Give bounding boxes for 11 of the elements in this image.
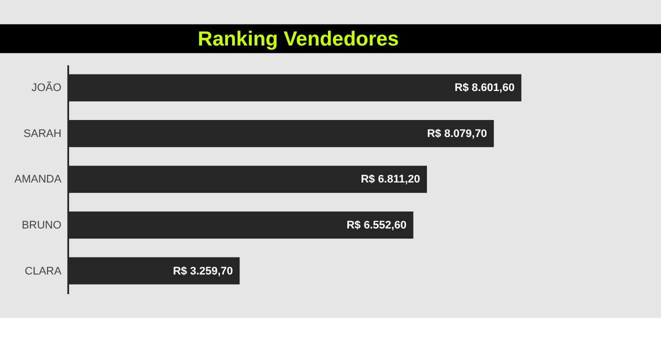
data-label: R$ 8.601,60 xyxy=(454,82,515,94)
y-tick-label: CLARA xyxy=(24,265,62,278)
chart-title: Ranking Vendedores xyxy=(198,28,399,50)
data-label: R$ 6.552,60 xyxy=(346,219,407,232)
y-tick-label: AMANDA xyxy=(14,174,62,186)
y-tick-label: SARAH xyxy=(24,128,62,140)
data-label: R$ 3.259,70 xyxy=(172,265,233,278)
y-tick-label: BRUNO xyxy=(22,219,62,232)
data-label: R$ 6.811,20 xyxy=(360,174,420,186)
data-label: R$ 8.079,70 xyxy=(427,128,488,140)
y-tick-label: JOÃO xyxy=(31,81,62,94)
